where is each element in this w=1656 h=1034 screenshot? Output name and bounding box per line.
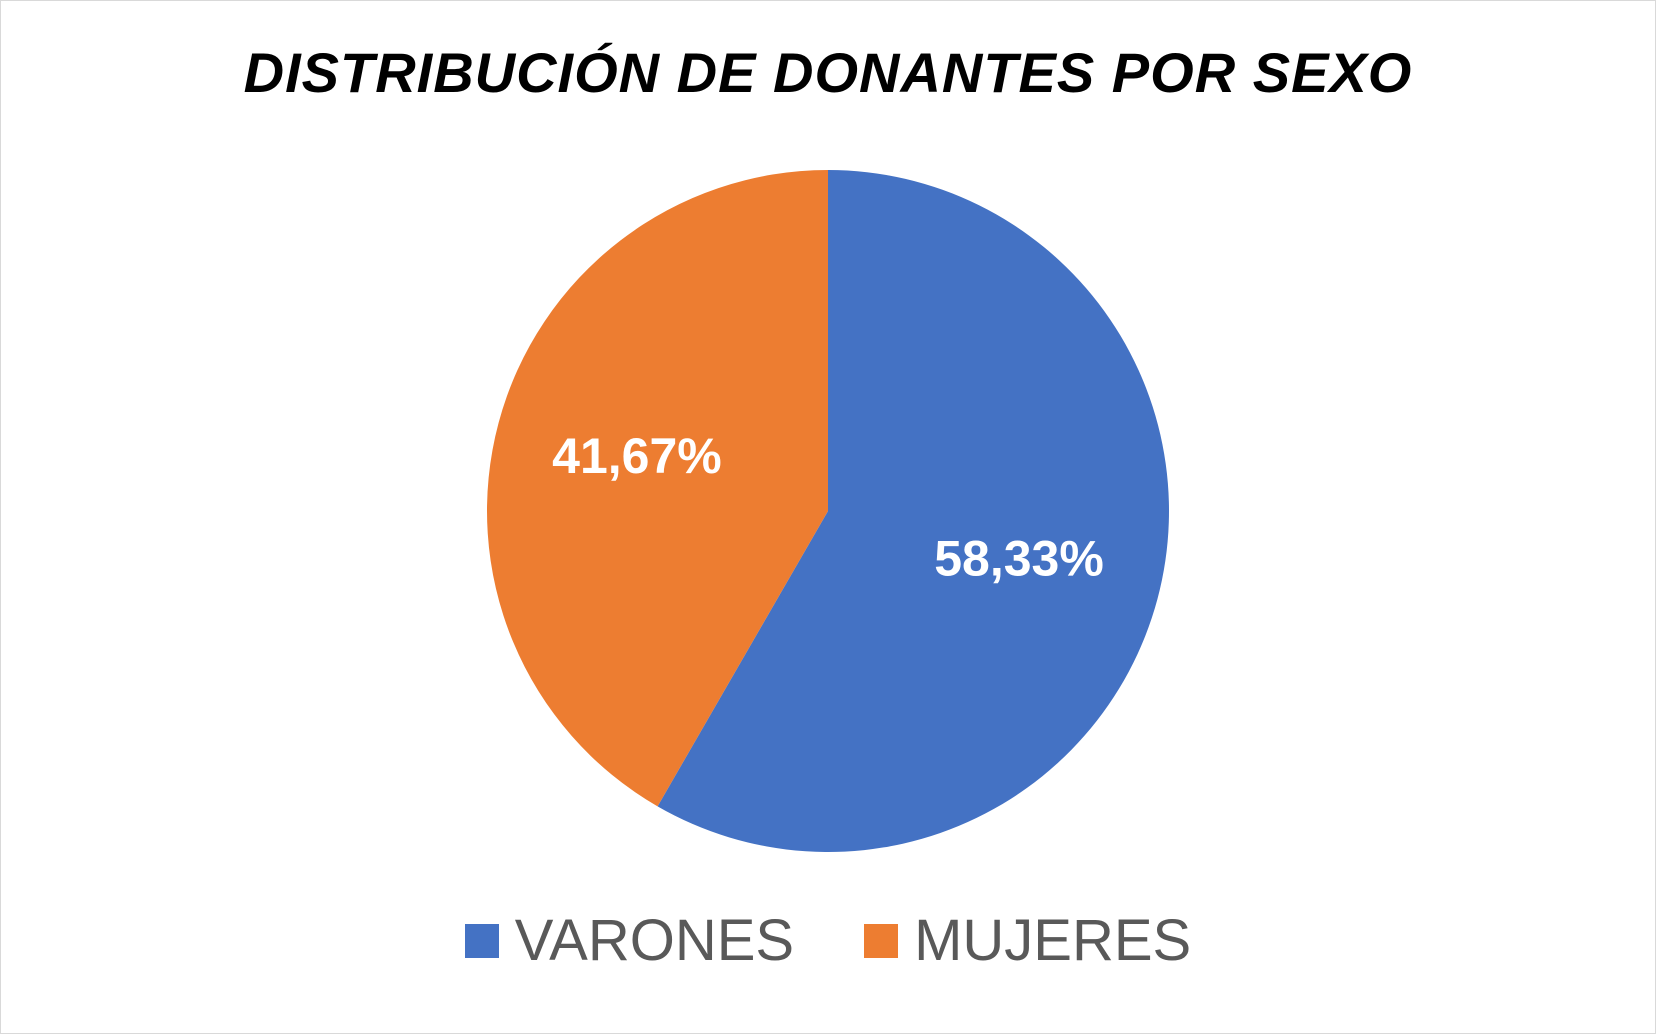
pie-slice-mujeres <box>486 170 828 807</box>
legend-item-varones: VARONES <box>464 908 795 973</box>
data-label-varones: 58,33% <box>934 530 1104 586</box>
data-label-mujeres: 41,67% <box>552 428 722 484</box>
chart-title: DISTRIBUCIÓN DE DONANTES POR SEXO <box>243 41 1413 104</box>
legend-swatch-varones <box>464 924 499 958</box>
chart-legend: VARONES MUJERES <box>0 912 1656 970</box>
legend-label-varones: VARONES <box>514 908 795 973</box>
legend-swatch-mujeres <box>864 924 899 958</box>
pie-slice-varones <box>657 170 1169 852</box>
legend-label-mujeres: MUJERES <box>914 908 1192 973</box>
legend-item-mujeres: MUJERES <box>864 912 1191 970</box>
